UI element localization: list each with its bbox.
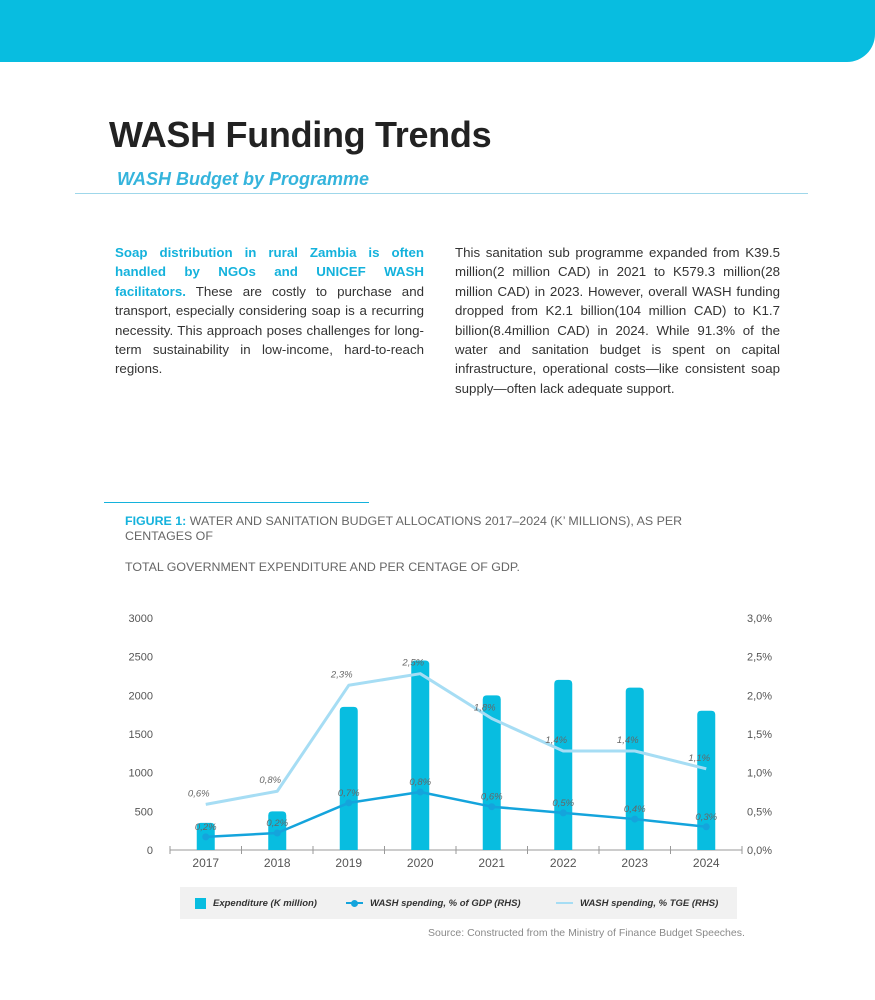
figure-caption-line2: CENTAGES OF: [125, 529, 213, 543]
gdp-point: [488, 803, 496, 811]
left-axis-tick: 3000: [129, 613, 153, 625]
x-tick-label: 2022: [550, 856, 577, 870]
figure-label: FIGURE 1:: [125, 514, 187, 528]
right-axis-tick: 1,5%: [747, 729, 772, 741]
legend-label-gdp: WASH spending, % of GDP (RHS): [370, 897, 521, 909]
budget-chart: 0 500 1000 1500 2000 2500 3000 0,0% 0,5% 1,0% 1,5…: [129, 613, 773, 870]
left-paragraph: Soap distribution in rural Zambia is oft…: [115, 243, 424, 379]
figure-source: Source: Constructed from the Ministry of…: [428, 927, 745, 939]
legend-bar-swatch: [195, 897, 206, 909]
tge-data-label: 1,8%: [474, 703, 496, 714]
expenditure-bar: [411, 660, 430, 850]
gdp-point: [273, 829, 281, 837]
gdp-data-label: 0,7%: [338, 788, 360, 799]
right-axis-tick: 0,0%: [747, 845, 772, 857]
gdp-point: [202, 833, 210, 841]
gdp-data-label: 0,5%: [552, 798, 574, 809]
left-axis-tick: 0: [147, 845, 153, 857]
tge-data-label: 2,5%: [401, 658, 424, 669]
highlight-text: Soap distribution in rural Zambia is oft…: [115, 245, 424, 299]
title-divider: [75, 193, 808, 194]
gdp-data-label: 0,4%: [624, 804, 646, 815]
tge-data-label: 0,8%: [259, 775, 281, 786]
section-subtitle: WASH Budget by Programme: [117, 169, 370, 189]
tge-data-label: 0,6%: [188, 788, 210, 799]
legend-item-tge: WASH spending, % TGE (RHS): [556, 887, 718, 919]
tge-data-label: 2,3%: [330, 669, 353, 680]
expenditure-bar: [554, 679, 573, 850]
x-tick-label: 2021: [478, 856, 505, 870]
tge-data-label: 1,1%: [688, 753, 710, 764]
gdp-point: [559, 809, 567, 817]
tge-data-label: 1,4%: [545, 735, 567, 746]
right-axis-tick: 2,5%: [747, 652, 772, 664]
gdp-data-label: 0,3%: [695, 812, 717, 823]
x-tick-label: 2023: [621, 856, 648, 870]
legend-tge-line: [556, 902, 573, 904]
legend-label-expenditure: Expenditure (K million): [213, 897, 317, 909]
gdp-data-label: 0,6%: [481, 792, 503, 803]
gdp-point: [631, 815, 639, 823]
header-band: [0, 0, 875, 62]
left-axis-tick: 2500: [129, 652, 153, 664]
x-tick-label: 2020: [407, 856, 434, 870]
x-tick-label: 2019: [335, 856, 362, 870]
expenditure-bar: [697, 710, 716, 850]
gdp-data-label: 0,2%: [195, 822, 217, 833]
tge-line: [205, 672, 707, 806]
legend-gdp-line: [346, 899, 363, 907]
right-axis-tick: 2,0%: [747, 690, 772, 702]
left-body-text: These are costly to purchase and transpo…: [115, 283, 424, 377]
expenditure-bar: [625, 687, 644, 850]
gdp-point: [416, 788, 424, 796]
right-paragraph: This sanitation sub programme expanded f…: [455, 245, 780, 396]
x-tick-label: 2024: [693, 856, 720, 870]
expenditure-bar: [482, 695, 501, 850]
chart-legend: Expenditure (K million) WASH spending, %…: [180, 887, 737, 919]
x-tick-label: 2017: [192, 856, 219, 870]
tge-data-label: 1,4%: [617, 735, 639, 746]
left-axis-tick: 500: [135, 806, 153, 818]
gdp-point: [702, 823, 710, 831]
gdp-data-label: 0,2%: [266, 818, 288, 829]
gdp-point: [345, 799, 353, 807]
figure-caption: FIGURE 1: WATER AND SANITATION BUDGET AL…: [125, 514, 745, 575]
figure-caption-line3: TOTAL GOVERNMENT EXPENDITURE AND PER CEN…: [125, 560, 520, 574]
gdp-line: [205, 790, 707, 839]
gdp-data-label: 0,8%: [409, 777, 431, 788]
figure-divider: [104, 502, 369, 503]
page-title: WASH Funding Trends: [109, 114, 492, 155]
right-axis-tick: 0,5%: [747, 806, 772, 818]
right-axis-tick: 3,0%: [747, 613, 772, 625]
left-axis-tick: 1000: [129, 768, 153, 780]
x-tick-label: 2018: [264, 856, 291, 870]
figure-caption-line1: WATER AND SANITATION BUDGET ALLOCATIONS …: [186, 514, 683, 528]
legend-item-gdp: WASH spending, % of GDP (RHS): [346, 887, 521, 919]
legend-item-expenditure: Expenditure (K million): [195, 887, 317, 919]
left-axis-tick: 1500: [129, 729, 153, 741]
right-axis-tick: 1,0%: [747, 768, 772, 780]
legend-label-tge: WASH spending, % TGE (RHS): [580, 897, 719, 909]
expenditure-bar: [339, 706, 358, 850]
left-axis-tick: 2000: [129, 690, 153, 702]
